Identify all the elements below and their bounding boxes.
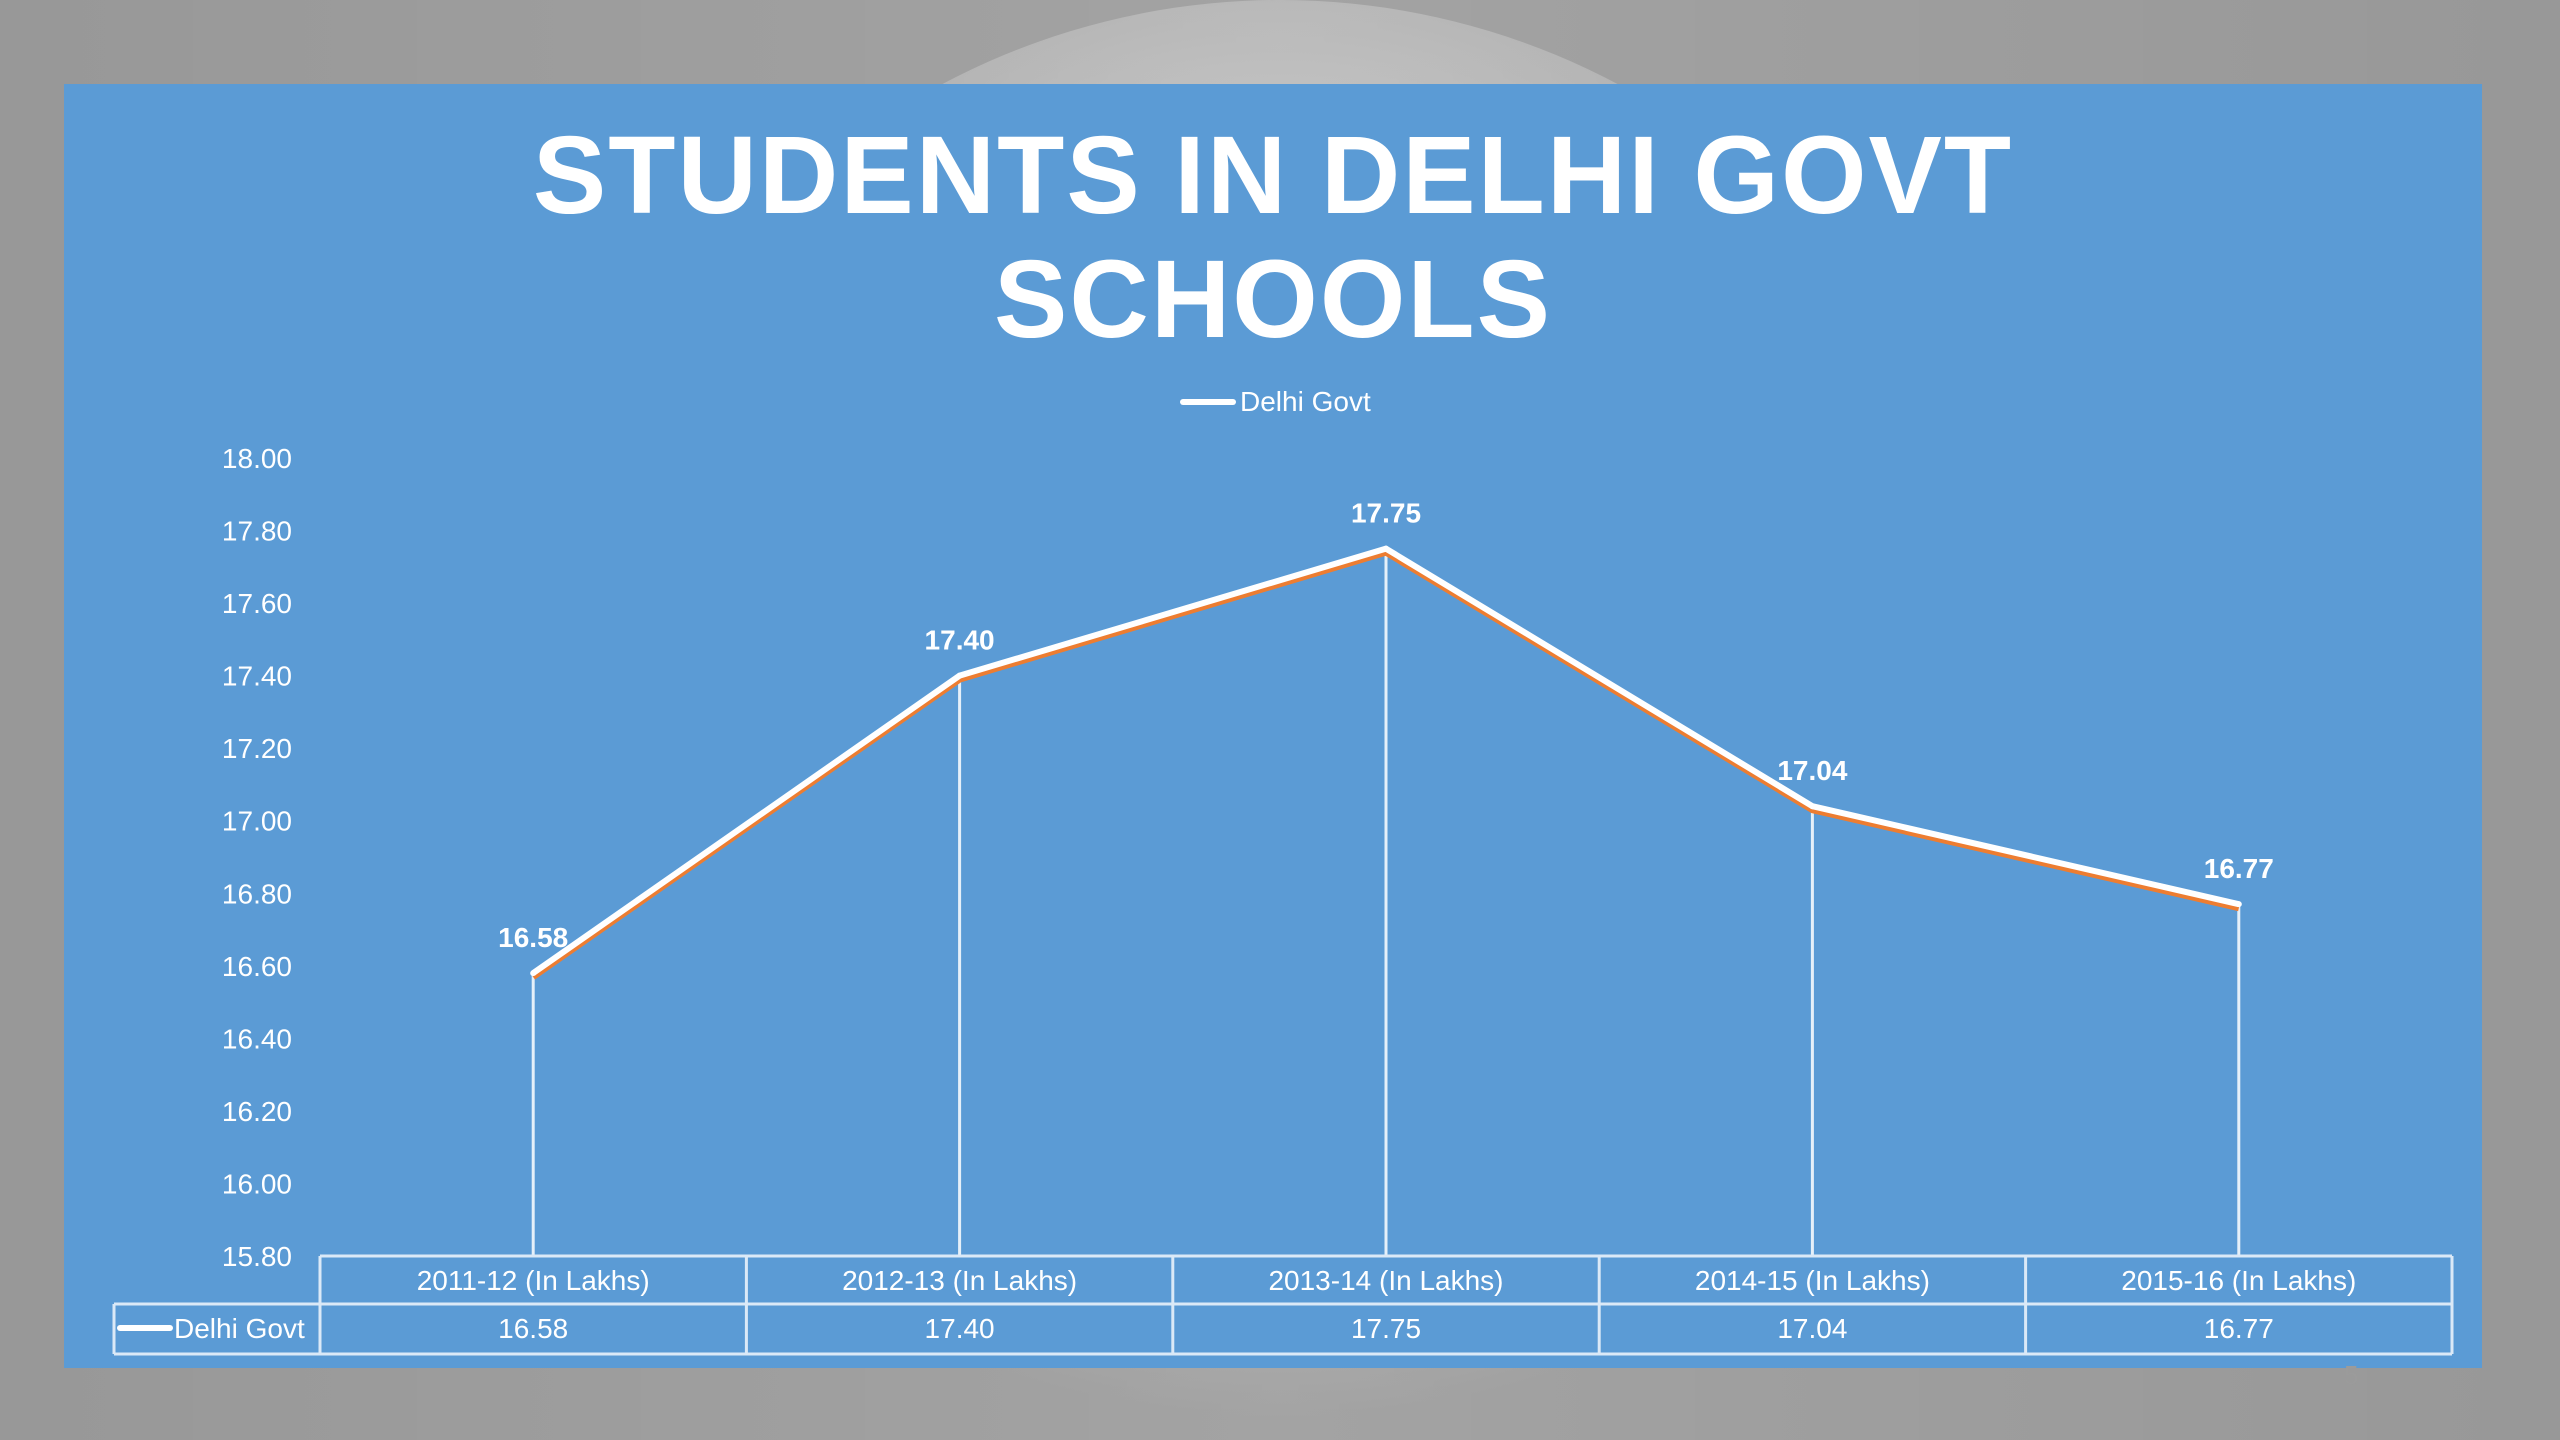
legend-line-swatch	[1180, 399, 1236, 405]
table-value-cell: 16.77	[2204, 1313, 2274, 1344]
line-chart-plot: 15.80 16.00 16.20 16.40 16.60 16.80 17.00 17.20…	[112, 443, 2454, 1356]
data-point	[956, 672, 963, 679]
page-number: 5	[2344, 1360, 2359, 1390]
data-label: 17.40	[925, 625, 995, 656]
chart-title-line-2: SCHOOLS	[994, 238, 1552, 361]
y-tick-label: 17.40	[222, 661, 292, 692]
y-tick-label: 17.60	[222, 588, 292, 619]
data-point	[2235, 901, 2242, 908]
x-category-label: 2011-12 (In Lakhs)	[417, 1265, 650, 1296]
y-tick-label: 16.20	[222, 1096, 292, 1127]
x-category-label: 2012-13 (In Lakhs)	[842, 1265, 1077, 1296]
table-value-cell: 16.58	[498, 1313, 568, 1344]
data-label: 16.77	[2204, 853, 2274, 884]
y-tick-label: 16.80	[222, 878, 292, 909]
y-tick-label: 17.80	[222, 516, 292, 547]
legend: Delhi Govt	[1180, 382, 1371, 422]
data-label: 17.04	[1777, 755, 1847, 786]
y-tick-label: 16.00	[222, 1168, 292, 1199]
data-point	[1383, 545, 1389, 552]
y-tick-label: 17.00	[222, 806, 292, 837]
chart-slide: STUDENTS IN DELHI GOVT SCHOOLS Delhi Gov…	[64, 84, 2482, 1368]
data-point	[530, 970, 537, 977]
x-category-label: 2013-14 (In Lakhs)	[1268, 1265, 1503, 1296]
y-tick-label: 18.00	[222, 443, 292, 474]
y-tick-label: 16.40	[222, 1023, 292, 1054]
y-tick-label: 15.80	[222, 1241, 292, 1272]
chart-title-line-1: STUDENTS IN DELHI GOVT	[532, 114, 2014, 237]
x-category-label: 2014-15 (In Lakhs)	[1695, 1265, 1930, 1296]
data-label: 16.58	[498, 922, 568, 953]
y-tick-label: 17.20	[222, 733, 292, 764]
table-value-cell: 17.04	[1777, 1313, 1847, 1344]
table-series-label: Delhi Govt	[174, 1313, 305, 1344]
table-value-cell: 17.40	[925, 1313, 995, 1344]
data-point	[1809, 803, 1816, 810]
table-value-cell: 17.75	[1351, 1313, 1421, 1344]
legend-label: Delhi Govt	[1240, 386, 1371, 417]
y-tick-label: 16.60	[222, 951, 292, 982]
chart-title: STUDENTS IN DELHI GOVT SCHOOLS	[64, 114, 2482, 362]
x-category-label: 2015-16 (In Lakhs)	[2121, 1265, 2356, 1296]
data-label: 17.75	[1351, 498, 1421, 529]
series-line-shadow	[531, 549, 2240, 980]
